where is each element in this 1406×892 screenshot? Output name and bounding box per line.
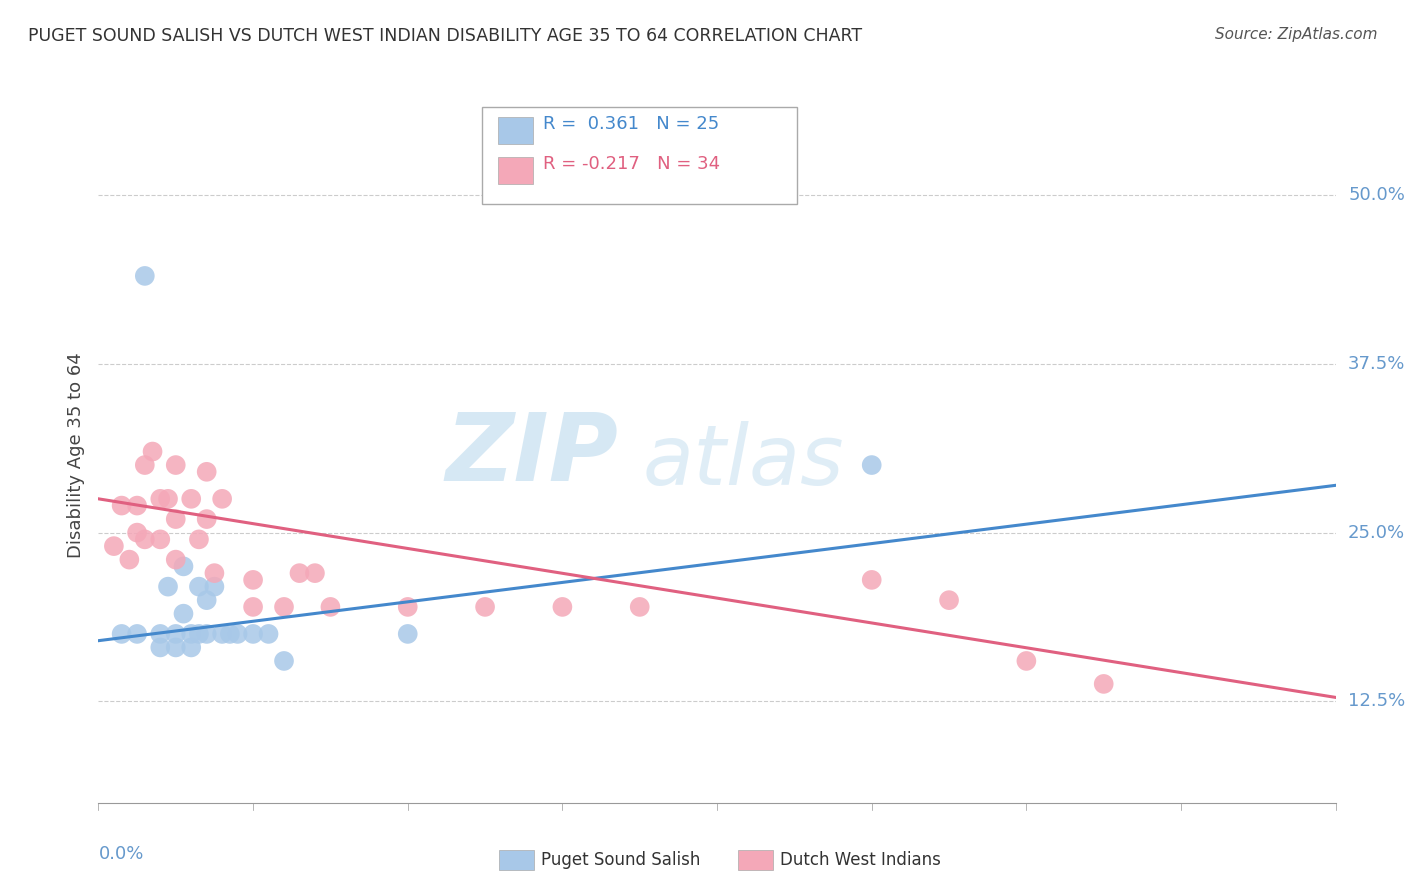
Point bbox=[319, 599, 342, 614]
Point bbox=[149, 491, 172, 506]
Point bbox=[219, 627, 242, 641]
Point bbox=[396, 599, 419, 614]
Point bbox=[165, 552, 187, 566]
Point bbox=[165, 627, 187, 641]
Point bbox=[242, 627, 264, 641]
Point bbox=[273, 599, 295, 614]
Point bbox=[180, 491, 202, 506]
Point bbox=[165, 458, 187, 472]
Point bbox=[134, 533, 156, 547]
Point bbox=[111, 499, 132, 513]
Point bbox=[288, 566, 311, 581]
Text: atlas: atlas bbox=[643, 421, 845, 502]
Point bbox=[149, 627, 172, 641]
Point bbox=[242, 573, 264, 587]
Point bbox=[172, 559, 194, 574]
Point bbox=[165, 640, 187, 655]
FancyBboxPatch shape bbox=[498, 157, 533, 184]
Point bbox=[257, 627, 280, 641]
Point bbox=[226, 627, 249, 641]
Text: Dutch West Indians: Dutch West Indians bbox=[780, 851, 941, 869]
Text: R =  0.361   N = 25: R = 0.361 N = 25 bbox=[543, 115, 718, 134]
Point bbox=[195, 512, 218, 526]
Point bbox=[474, 599, 496, 614]
Point bbox=[860, 458, 883, 472]
Point bbox=[211, 627, 233, 641]
Point bbox=[149, 533, 172, 547]
Point bbox=[188, 580, 211, 594]
Point bbox=[860, 573, 883, 587]
Point bbox=[195, 593, 218, 607]
Point bbox=[195, 465, 218, 479]
Text: 25.0%: 25.0% bbox=[1348, 524, 1405, 541]
Point bbox=[204, 566, 226, 581]
Point bbox=[172, 607, 194, 621]
Point bbox=[165, 512, 187, 526]
Point bbox=[1015, 654, 1038, 668]
Point bbox=[195, 627, 218, 641]
Point bbox=[149, 640, 172, 655]
Text: 0.0%: 0.0% bbox=[98, 845, 143, 863]
Point bbox=[134, 268, 156, 283]
Point bbox=[188, 627, 211, 641]
Point bbox=[111, 627, 132, 641]
Point bbox=[204, 580, 226, 594]
Text: 12.5%: 12.5% bbox=[1348, 692, 1406, 710]
Point bbox=[188, 533, 211, 547]
Point bbox=[141, 444, 165, 458]
Text: R = -0.217   N = 34: R = -0.217 N = 34 bbox=[543, 155, 720, 173]
Point bbox=[1092, 677, 1115, 691]
Text: ZIP: ZIP bbox=[446, 409, 619, 501]
FancyBboxPatch shape bbox=[498, 118, 533, 144]
Text: Puget Sound Salish: Puget Sound Salish bbox=[541, 851, 700, 869]
Text: 37.5%: 37.5% bbox=[1348, 355, 1406, 373]
Point bbox=[157, 491, 180, 506]
Text: Source: ZipAtlas.com: Source: ZipAtlas.com bbox=[1215, 27, 1378, 42]
Point bbox=[127, 499, 149, 513]
Point bbox=[118, 552, 141, 566]
Point bbox=[273, 654, 295, 668]
Point bbox=[127, 525, 149, 540]
Point bbox=[180, 627, 202, 641]
Text: 50.0%: 50.0% bbox=[1348, 186, 1405, 204]
Y-axis label: Disability Age 35 to 64: Disability Age 35 to 64 bbox=[66, 352, 84, 558]
Point bbox=[551, 599, 574, 614]
Point bbox=[103, 539, 125, 553]
Point bbox=[628, 599, 651, 614]
Point bbox=[157, 580, 180, 594]
Point bbox=[211, 491, 233, 506]
FancyBboxPatch shape bbox=[482, 107, 797, 204]
Text: PUGET SOUND SALISH VS DUTCH WEST INDIAN DISABILITY AGE 35 TO 64 CORRELATION CHAR: PUGET SOUND SALISH VS DUTCH WEST INDIAN … bbox=[28, 27, 862, 45]
Point bbox=[938, 593, 960, 607]
Point bbox=[180, 640, 202, 655]
Point bbox=[134, 458, 156, 472]
Point bbox=[242, 599, 264, 614]
Point bbox=[396, 627, 419, 641]
Point bbox=[304, 566, 326, 581]
Point bbox=[127, 627, 149, 641]
